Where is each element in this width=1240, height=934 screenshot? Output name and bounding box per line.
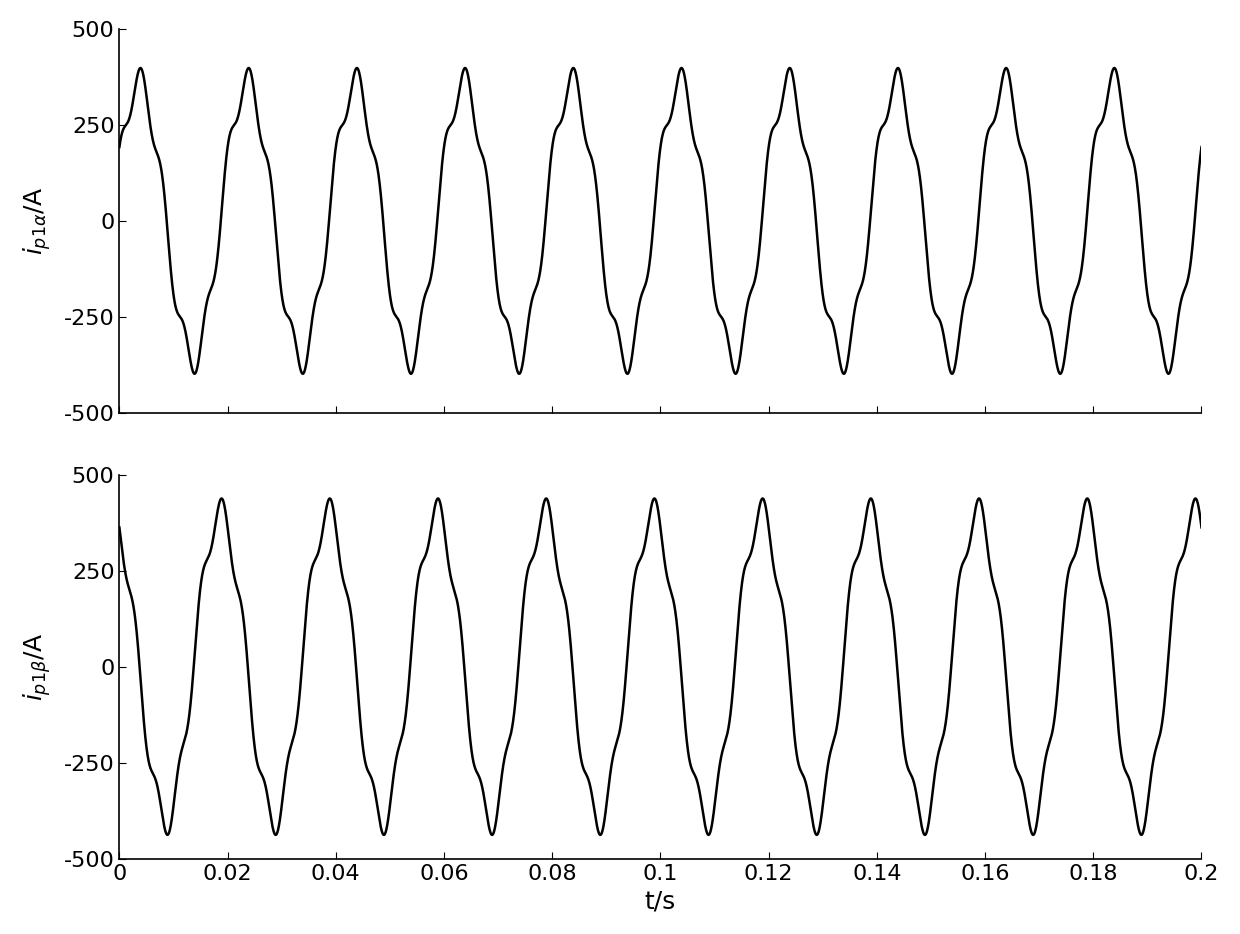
Y-axis label: $i_{p1\beta}$/A: $i_{p1\beta}$/A	[21, 632, 52, 700]
X-axis label: t/s: t/s	[645, 889, 676, 913]
Y-axis label: $i_{p1\alpha}$/A: $i_{p1\alpha}$/A	[21, 187, 52, 255]
